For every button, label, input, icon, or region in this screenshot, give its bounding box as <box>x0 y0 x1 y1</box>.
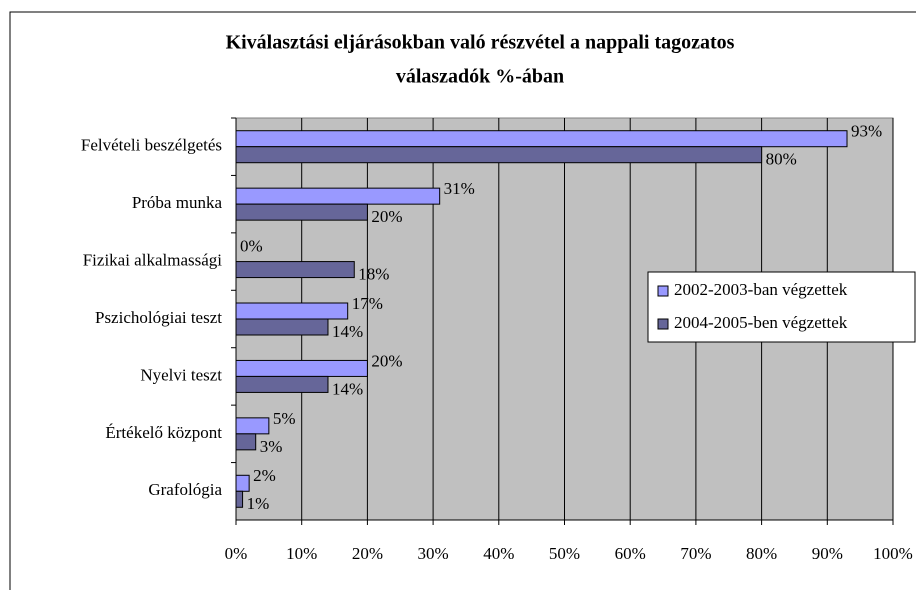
data-label: 3% <box>260 437 283 456</box>
bar <box>235 203 368 221</box>
y-tick-label: Grafológia <box>148 480 222 499</box>
y-tick-label: Nyelvi teszt <box>140 365 222 384</box>
data-label: 2% <box>253 466 276 485</box>
bar <box>235 187 441 205</box>
data-label: 20% <box>371 207 402 226</box>
data-label: 14% <box>332 379 363 398</box>
x-tick-label: 0% <box>225 544 248 563</box>
bar <box>235 433 257 451</box>
x-tick-label: 40% <box>483 544 514 563</box>
legend-swatch <box>657 285 669 297</box>
bar <box>235 146 763 164</box>
data-label: 20% <box>371 351 402 370</box>
chart-title: Kiválasztási eljárásokban való részvétel… <box>226 32 735 54</box>
y-tick-label: Próba munka <box>132 193 223 212</box>
x-tick-label: 60% <box>615 544 646 563</box>
legend-swatch <box>657 318 669 330</box>
x-tick-label: 100% <box>873 544 913 563</box>
y-tick-label: Felvételi beszélgetés <box>81 136 222 155</box>
x-tick-label: 90% <box>812 544 843 563</box>
legend-box <box>647 271 916 343</box>
legend-label: 2004-2005-ben végzettek <box>674 313 848 332</box>
bar <box>235 474 250 492</box>
x-tick-label: 30% <box>418 544 449 563</box>
x-tick-label: 80% <box>746 544 777 563</box>
x-tick-label: 10% <box>286 544 317 563</box>
data-label: 93% <box>851 122 882 141</box>
bar <box>235 302 349 320</box>
x-tick-label: 70% <box>680 544 711 563</box>
bar <box>235 375 329 393</box>
data-label: 17% <box>352 294 383 313</box>
y-tick-label: Pszichológiai teszt <box>95 308 222 327</box>
y-tick-label: Értékelő központ <box>105 423 222 442</box>
data-label: 14% <box>332 322 363 341</box>
x-tick-label: 20% <box>352 544 383 563</box>
x-tick-label: 50% <box>549 544 580 563</box>
bar <box>235 318 329 336</box>
data-label: 18% <box>358 264 389 283</box>
legend-label: 2002-2003-ban végzettek <box>674 280 848 299</box>
chart-title: válaszadók %-ában <box>396 66 564 88</box>
y-tick-label: Fizikai alkalmassági <box>83 250 223 269</box>
data-label: 5% <box>273 409 296 428</box>
bar <box>235 261 355 279</box>
bar <box>235 130 848 148</box>
bar <box>235 417 270 435</box>
bar <box>235 359 368 377</box>
data-label: 0% <box>240 236 263 255</box>
data-label: 1% <box>247 494 270 513</box>
data-label: 31% <box>444 179 475 198</box>
bar <box>235 490 244 508</box>
data-label: 80% <box>766 150 797 169</box>
